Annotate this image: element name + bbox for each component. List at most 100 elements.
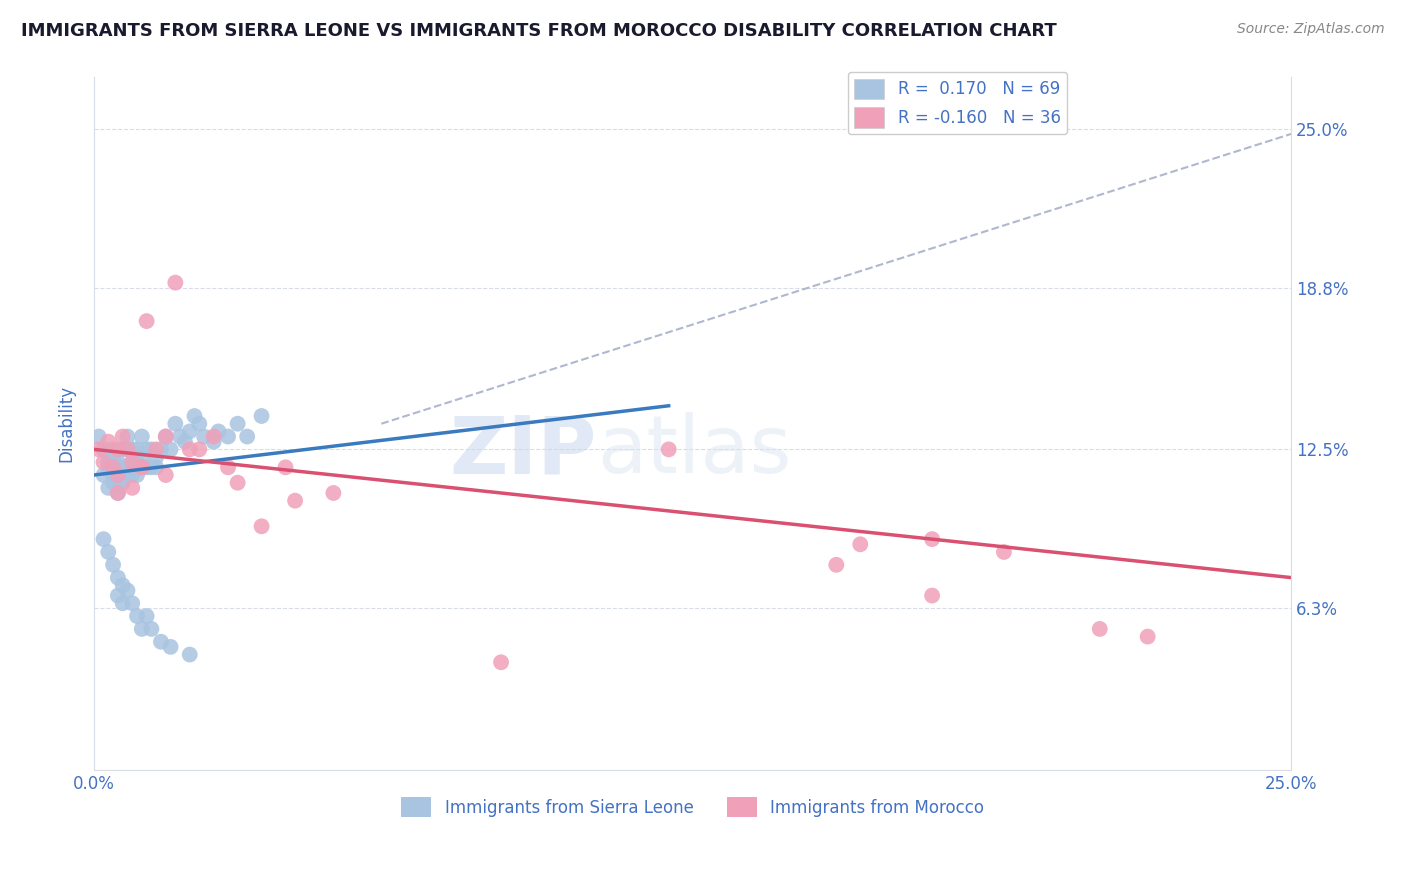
Point [236,429,259,443]
Text: IMMIGRANTS FROM SIERRA LEONE VS IMMIGRANTS FROM MOROCCO DISABILITY CORRELATION C: IMMIGRANTS FROM SIERRA LEONE VS IMMIGRAN… [21,22,1057,40]
Point [193,429,215,443]
Point [159,442,181,457]
Point [87,429,110,443]
Point [117,442,139,457]
Point [1088,622,1111,636]
Text: atlas: atlas [596,412,792,491]
Point [250,409,273,423]
Point [111,442,134,457]
Legend: Immigrants from Sierra Leone, Immigrants from Morocco: Immigrants from Sierra Leone, Immigrants… [395,790,991,824]
Point [125,455,148,469]
Point [149,442,172,457]
Point [97,545,120,559]
Point [825,558,848,572]
Point [107,589,129,603]
Point [101,450,124,464]
Point [111,460,134,475]
Point [107,468,129,483]
Point [169,429,191,443]
Point [149,634,172,648]
Point [145,460,167,475]
Point [117,583,139,598]
Point [111,475,134,490]
Point [121,481,143,495]
Point [921,589,943,603]
Point [165,276,187,290]
Point [188,442,211,457]
Point [111,596,134,610]
Point [174,434,197,449]
Point [159,640,181,654]
Point [131,460,153,475]
Point [179,425,201,439]
Point [274,460,297,475]
Point [107,468,129,483]
Point [107,455,129,469]
Point [93,532,115,546]
Point [145,442,167,457]
Point [121,455,143,469]
Point [107,571,129,585]
Point [101,468,124,483]
Point [93,468,115,483]
Point [145,450,167,464]
Point [141,622,163,636]
Point [121,442,143,457]
Point [111,429,134,443]
Point [202,429,225,443]
Point [135,314,157,328]
Point [250,519,273,533]
Point [121,596,143,610]
Point [155,429,177,443]
Point [117,429,139,443]
Point [489,655,512,669]
Point [97,434,120,449]
Point [125,609,148,624]
Point [165,417,187,431]
Y-axis label: Disability: Disability [58,385,75,462]
Point [101,558,124,572]
Point [921,532,943,546]
Point [207,425,229,439]
Point [121,455,143,469]
Point [101,475,124,490]
Text: ZIP: ZIP [450,412,596,491]
Point [107,475,129,490]
Point [135,609,157,624]
Point [125,442,148,457]
Point [97,460,120,475]
Point [135,442,157,457]
Point [202,434,225,449]
Point [121,468,143,483]
Point [322,486,344,500]
Point [107,460,129,475]
Point [135,460,157,475]
Point [107,486,129,500]
Point [1136,630,1159,644]
Point [226,475,249,490]
Point [111,578,134,592]
Point [93,455,115,469]
Point [188,417,211,431]
Point [131,429,153,443]
Point [101,460,124,475]
Point [107,486,129,500]
Point [183,409,205,423]
Point [217,429,239,443]
Point [284,493,307,508]
Point [107,442,129,457]
Point [131,460,153,475]
Point [155,429,177,443]
Point [658,442,681,457]
Text: Source: ZipAtlas.com: Source: ZipAtlas.com [1237,22,1385,37]
Point [993,545,1015,559]
Point [226,417,249,431]
Point [141,460,163,475]
Point [117,442,139,457]
Point [97,455,120,469]
Point [179,442,201,457]
Point [131,460,153,475]
Point [179,648,201,662]
Point [849,537,872,551]
Point [131,622,153,636]
